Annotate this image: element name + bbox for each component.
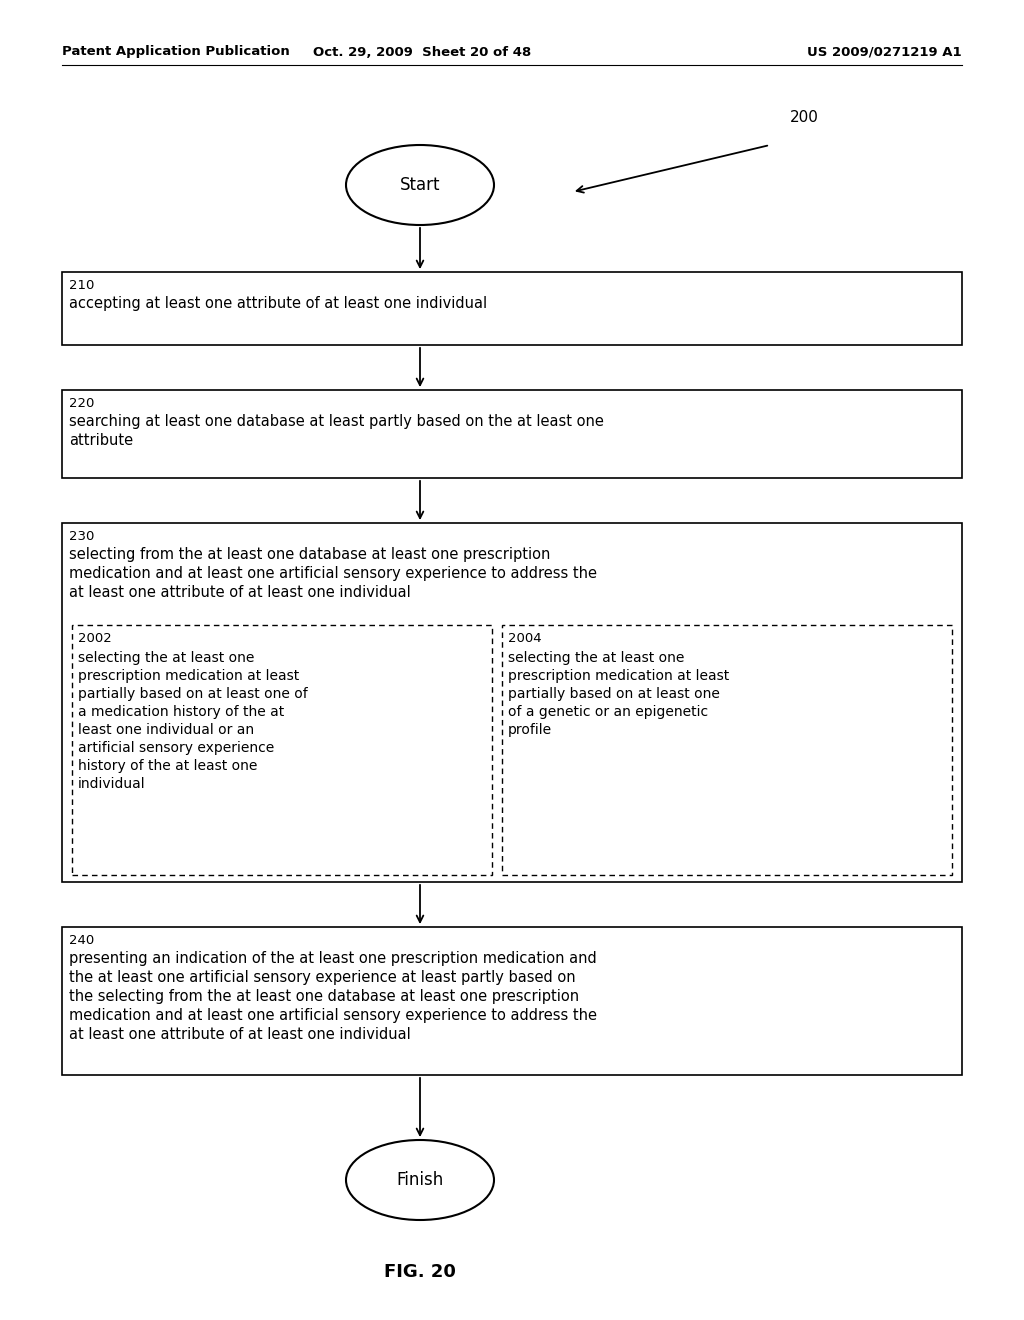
Text: artificial sensory experience: artificial sensory experience: [78, 741, 274, 755]
Text: selecting from the at least one database at least one prescription: selecting from the at least one database…: [69, 546, 550, 562]
Text: US 2009/0271219 A1: US 2009/0271219 A1: [807, 45, 962, 58]
Text: 240: 240: [69, 935, 94, 946]
Bar: [62, 523, 962, 882]
Text: partially based on at least one of: partially based on at least one of: [78, 686, 308, 701]
Text: 210: 210: [69, 279, 94, 292]
Text: medication and at least one artificial sensory experience to address the: medication and at least one artificial s…: [69, 1008, 597, 1023]
Bar: [72, 624, 492, 875]
Text: selecting the at least one: selecting the at least one: [78, 651, 254, 665]
Text: prescription medication at least: prescription medication at least: [508, 669, 729, 682]
Text: 230: 230: [69, 531, 94, 543]
Text: prescription medication at least: prescription medication at least: [78, 669, 299, 682]
Text: 2002: 2002: [78, 632, 112, 645]
Text: profile: profile: [508, 723, 552, 737]
Text: a medication history of the at: a medication history of the at: [78, 705, 285, 719]
Text: presenting an indication of the at least one prescription medication and: presenting an indication of the at least…: [69, 950, 597, 966]
Text: individual: individual: [78, 777, 145, 791]
Text: 2004: 2004: [508, 632, 542, 645]
Text: accepting at least one attribute of at least one individual: accepting at least one attribute of at l…: [69, 296, 487, 312]
Text: FIG. 20: FIG. 20: [384, 1263, 456, 1280]
Text: selecting the at least one: selecting the at least one: [508, 651, 684, 665]
Text: history of the at least one: history of the at least one: [78, 759, 257, 774]
Text: at least one attribute of at least one individual: at least one attribute of at least one i…: [69, 1027, 411, 1041]
Text: attribute: attribute: [69, 433, 133, 447]
Text: partially based on at least one: partially based on at least one: [508, 686, 720, 701]
Text: at least one attribute of at least one individual: at least one attribute of at least one i…: [69, 585, 411, 601]
Text: Patent Application Publication: Patent Application Publication: [62, 45, 290, 58]
Bar: [62, 927, 962, 1074]
Bar: [62, 389, 962, 478]
Text: of a genetic or an epigenetic: of a genetic or an epigenetic: [508, 705, 709, 719]
Text: Oct. 29, 2009  Sheet 20 of 48: Oct. 29, 2009 Sheet 20 of 48: [313, 45, 531, 58]
Text: the selecting from the at least one database at least one prescription: the selecting from the at least one data…: [69, 989, 580, 1005]
Text: 200: 200: [790, 111, 819, 125]
Bar: [62, 272, 962, 345]
Text: least one individual or an: least one individual or an: [78, 723, 254, 737]
Bar: [502, 624, 952, 875]
Text: 220: 220: [69, 397, 94, 411]
Text: Start: Start: [399, 176, 440, 194]
Text: Finish: Finish: [396, 1171, 443, 1189]
Text: the at least one artificial sensory experience at least partly based on: the at least one artificial sensory expe…: [69, 970, 575, 985]
Text: searching at least one database at least partly based on the at least one: searching at least one database at least…: [69, 414, 604, 429]
Text: medication and at least one artificial sensory experience to address the: medication and at least one artificial s…: [69, 566, 597, 581]
